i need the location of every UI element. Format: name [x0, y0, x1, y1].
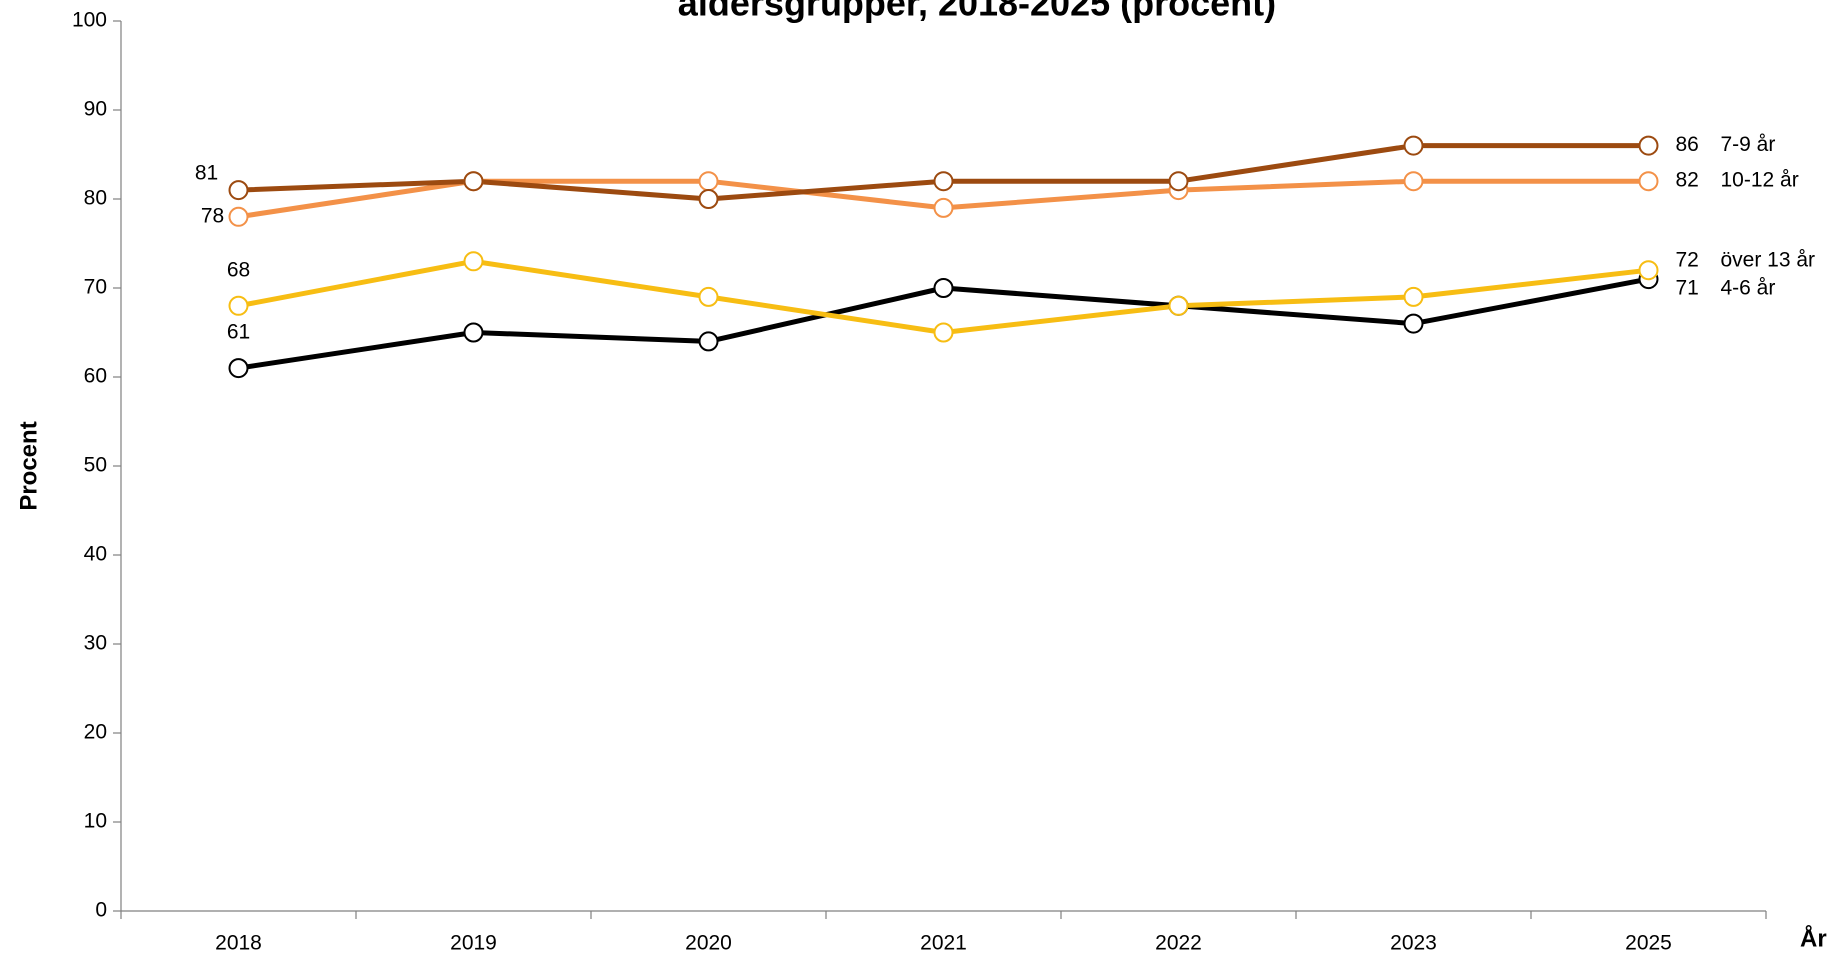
- y-tick-label: 40: [84, 543, 107, 566]
- data-point: [1168, 171, 1189, 192]
- data-point: [228, 295, 249, 316]
- y-axis-label: Procent: [15, 421, 42, 510]
- data-point: [1638, 260, 1659, 281]
- x-tick-label: 2018: [215, 932, 262, 955]
- x-tick-label: 2025: [1625, 932, 1672, 955]
- data-point: [1638, 135, 1659, 156]
- data-point: [698, 171, 719, 192]
- data-point: [698, 286, 719, 307]
- data-point: [933, 197, 954, 218]
- chart-title: åldersgrupper, 2018-2025 (procent): [678, 0, 1276, 24]
- series-name: över 13 år: [1721, 249, 1816, 272]
- y-tick-label: 50: [84, 454, 107, 477]
- data-point: [1638, 171, 1659, 192]
- data-label: 81: [195, 162, 218, 185]
- y-tick-label: 70: [84, 276, 107, 299]
- series-name: 4-6 år: [1721, 277, 1776, 300]
- data-point: [463, 171, 484, 192]
- data-point: [1403, 135, 1424, 156]
- data-point: [463, 251, 484, 272]
- data-point: [463, 322, 484, 343]
- series-name: 7-9 år: [1721, 133, 1776, 156]
- x-tick-label: 2023: [1390, 932, 1437, 955]
- y-tick-label: 20: [84, 721, 107, 744]
- data-point: [1403, 171, 1424, 192]
- data-label: 71: [1676, 277, 1699, 300]
- data-point: [933, 322, 954, 343]
- data-label: 61: [227, 321, 250, 344]
- y-tick-label: 30: [84, 632, 107, 655]
- data-label: 72: [1676, 249, 1699, 272]
- y-tick-label: 0: [95, 899, 107, 922]
- data-point: [228, 180, 249, 201]
- data-point: [1403, 313, 1424, 334]
- series-name: 10-12 år: [1721, 169, 1799, 192]
- data-point: [698, 189, 719, 209]
- y-tick-label: 80: [84, 187, 107, 210]
- data-label: 82: [1676, 169, 1699, 192]
- y-tick-label: 60: [84, 365, 107, 388]
- y-tick-label: 90: [84, 98, 107, 121]
- data-label: 68: [227, 258, 250, 281]
- x-tick-label: 2019: [450, 932, 497, 955]
- y-tick-label: 100: [72, 9, 107, 32]
- data-point: [228, 206, 249, 227]
- data-point: [698, 331, 719, 352]
- data-label: 78: [201, 204, 224, 227]
- data-point: [228, 358, 249, 379]
- x-tick-label: 2022: [1155, 932, 1202, 955]
- data-label: 86: [1676, 133, 1699, 156]
- data-point: [1403, 286, 1424, 307]
- x-tick-label: 2020: [685, 932, 732, 955]
- y-tick-label: 10: [84, 810, 107, 833]
- data-point: [933, 278, 954, 298]
- data-point: [933, 171, 954, 192]
- x-axis-label: År: [1800, 924, 1827, 952]
- x-tick-label: 2021: [920, 932, 967, 955]
- data-point: [1168, 295, 1189, 316]
